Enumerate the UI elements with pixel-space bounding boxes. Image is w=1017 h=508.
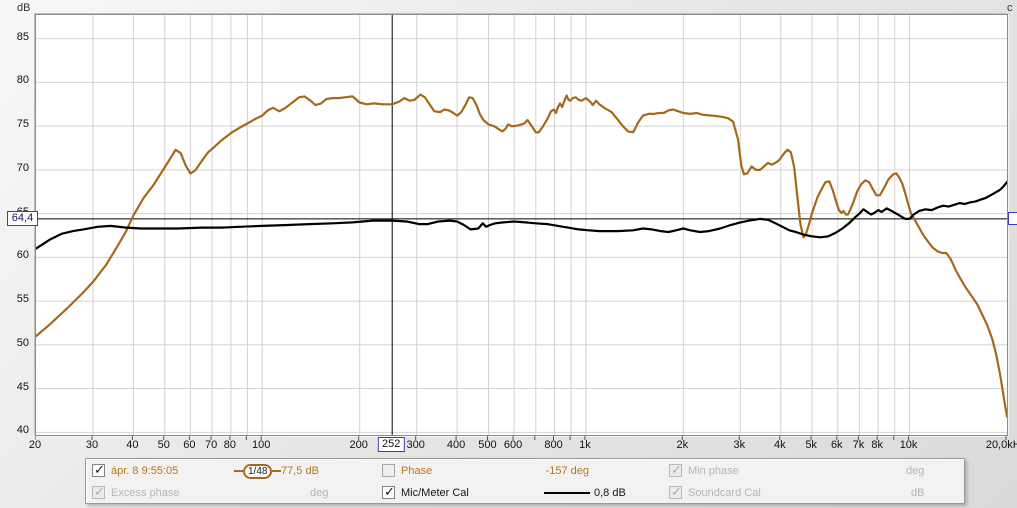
y-axis-tick-label: 55 [16,293,29,306]
x-axis-tick-label: 200 [349,439,368,451]
legend-row-1: ápr. 8 9:55:05 1/48 77,5 dB Phase -157 d… [86,460,964,482]
mic-meter-cal-value: 0,8 dB [594,487,626,499]
x-axis-tick-label: 60 [183,439,196,451]
min-phase-unit: deg [906,465,925,477]
legend-measurement-cell: ápr. 8 9:55:05 1/48 77,5 dB [86,460,376,482]
x-axis-tick-label: 500 [478,439,497,451]
phase-checkbox[interactable] [382,464,395,477]
y-axis-title: dB [17,2,31,14]
measurement-line-sample: 1/48 [234,460,282,482]
x-axis-tick-label: 8k [871,439,883,451]
excess-phase-checkbox[interactable] [92,484,105,500]
measurement-level-value: 77,5 dB [281,465,319,477]
x-axis-tick-label: 4k [773,439,786,451]
x-axis-ticks [35,436,1007,440]
y-axis-tick-label: 45 [16,380,29,393]
min-phase-label: Min phase [688,465,739,477]
smoothing-badge: 1/48 [243,463,273,479]
x-axis-tick-label: 1k [579,439,591,451]
x-axis-tick-label: 20 [28,439,42,451]
x-axis-tick-label: 300 [406,439,425,451]
x-axis-tick-label: 6k [830,439,843,451]
soundcard-cal-unit: dB [911,487,925,499]
x-axis-tick-label: 100 [252,439,271,451]
y-axis-tick-label: 40 [16,424,29,437]
measurement-checkbox[interactable] [92,462,105,478]
y-axis-tick-label: 75 [16,118,29,131]
x-axis-tick-label: 30 [85,439,99,451]
min-phase-checkbox[interactable] [669,462,682,478]
y-axis-tick-label: 50 [16,336,29,349]
x-axis-tick-label: 600 [503,439,523,451]
y-axis-tick-label: 60 [16,249,29,262]
line-segment [272,470,282,472]
chart-canvas[interactable] [36,15,1007,435]
y-axis-tick-label: 80 [16,74,29,87]
frequency-response-chart[interactable] [35,14,1008,436]
phase-label: Phase [401,465,433,477]
mic-meter-cal-line-sample [544,482,590,504]
excess-phase-unit: deg [310,487,329,499]
legend-row-2: Excess phase deg Mic/Meter Cal 0,8 dB So… [86,482,964,504]
level-cursor-right-marker[interactable] [1008,212,1017,225]
x-axis-tick-label: 2k [676,439,689,451]
excess-phase-label: Excess phase [111,487,180,499]
legend-soundcard-cal-cell: Soundcard Cal dB [663,482,966,504]
measurement-curve [36,93,1007,418]
x-axis-tick-label: 400 [446,439,466,451]
x-axis-tick-label: 3k [733,439,746,451]
phase-value: -157 deg [545,465,589,477]
frequency-cursor-box[interactable]: 252 [377,437,405,452]
soundcard-cal-label: Soundcard Cal [688,487,761,499]
mic-meter-cal-label: Mic/Meter Cal [401,487,469,499]
corner-text: c [1007,2,1013,14]
line-segment [544,492,590,494]
y-axis-tick-label: 85 [16,30,29,43]
measurement-label: ápr. 8 9:55:05 [111,465,179,477]
line-segment [234,470,243,472]
x-axis-tick-label: 70 [204,439,218,451]
x-axis-tick-label: 10k [899,439,918,451]
x-axis-tick-label: 50 [157,439,170,451]
soundcard-cal-checkbox[interactable] [669,484,682,500]
y-axis-tick-label: 70 [16,161,29,174]
x-axis-tick-label: 5k [805,439,817,451]
mic-meter-cal-checkbox[interactable] [382,484,395,500]
x-axis-tick-label: 80 [223,439,236,451]
x-axis-tick-label: 800 [544,439,563,451]
level-cursor-box[interactable]: 64,4 [7,211,38,226]
legend-excess-phase-cell: Excess phase deg [86,482,376,504]
legend-min-phase-cell: Min phase deg [663,460,966,482]
x-axis-tick-label: 20,0kHz [985,439,1017,451]
legend-panel: ápr. 8 9:55:05 1/48 77,5 dB Phase -157 d… [85,458,965,504]
x-axis-tick-label: 7k [852,439,865,451]
x-axis-tick-label: 40 [126,439,139,451]
mic-meter-cal-curve [36,181,1007,250]
legend-mic-meter-cal-cell: Mic/Meter Cal 0,8 dB [376,482,663,504]
legend-phase-cell: Phase -157 deg [376,460,663,482]
